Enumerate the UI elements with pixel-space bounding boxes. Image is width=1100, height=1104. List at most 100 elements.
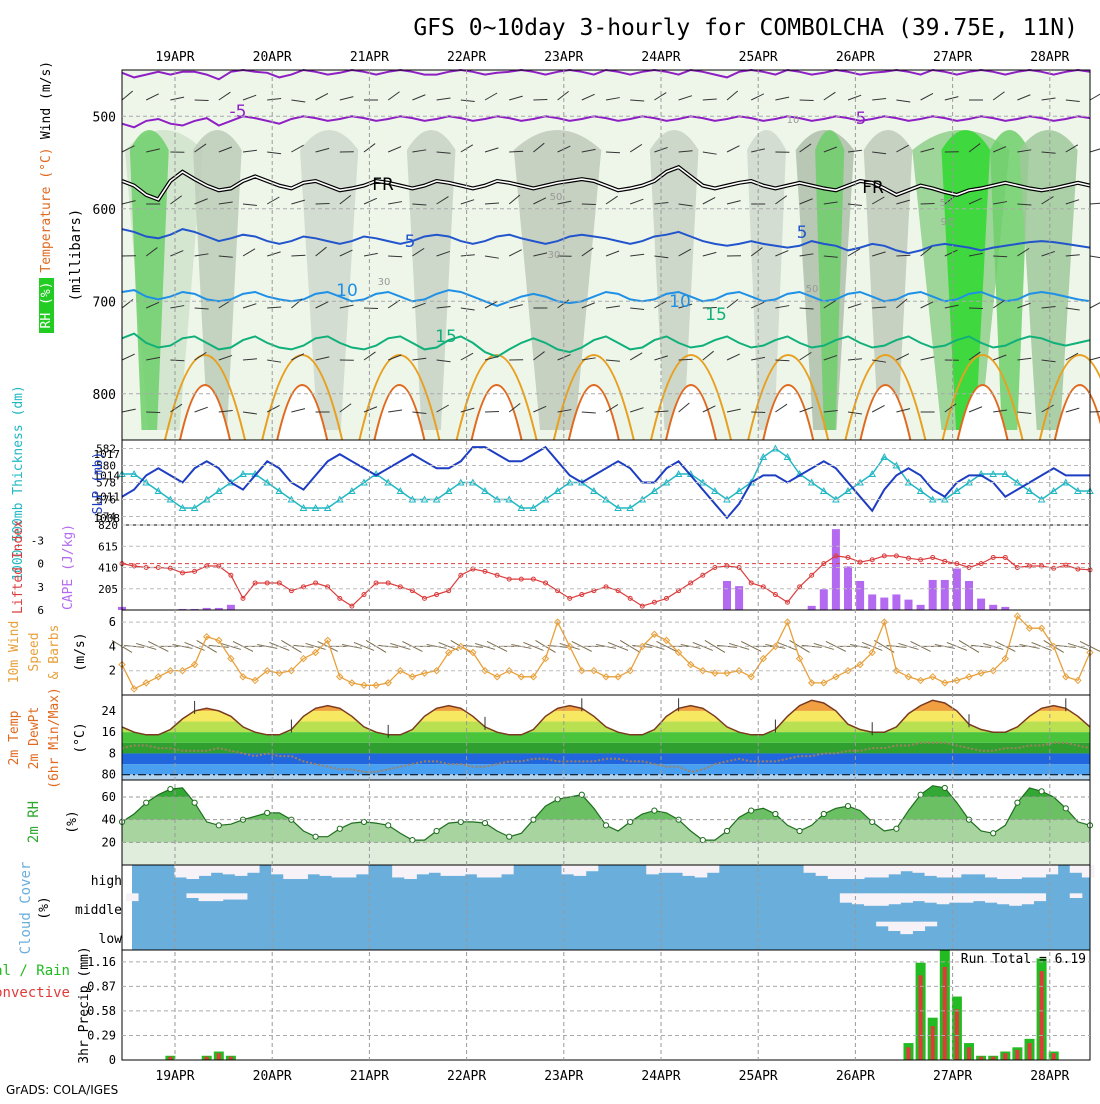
rh2m-label: 2m RH — [26, 801, 42, 843]
rh-point — [724, 828, 729, 833]
cloud-cell-high — [477, 865, 490, 877]
cloud-cell-high — [199, 865, 212, 876]
rh-point — [144, 800, 149, 805]
cloud-cell-high — [937, 865, 950, 877]
cloud-cell-high — [574, 865, 587, 876]
wind-barb-10m — [971, 645, 991, 647]
cloud-level-label: low — [99, 932, 123, 947]
cloud-cell-low — [876, 922, 889, 927]
cloud-cell-low — [912, 922, 925, 931]
precip-bar-convective — [907, 1047, 911, 1060]
cloud-cell-high — [428, 865, 441, 873]
cape-bar — [953, 569, 961, 610]
cape-bar — [880, 598, 888, 610]
contour-label: 50 — [550, 192, 563, 203]
cloud-cell-high — [1021, 865, 1034, 877]
wind-barb-10m — [790, 640, 810, 652]
cape-ytick: 410 — [98, 562, 118, 575]
cape-bar — [929, 580, 937, 610]
cape-bar — [227, 605, 235, 610]
cloud-cell-middle — [211, 893, 224, 901]
cloud-label: Cloud Cover — [18, 862, 34, 955]
rh-point — [507, 834, 512, 839]
precip-units-label: 3hr Precip (mm) — [77, 946, 92, 1063]
wind-speed-line — [122, 616, 1090, 689]
cloud-cell-high — [489, 865, 502, 877]
cloud-cell-middle — [1070, 893, 1083, 898]
cloud-cell-middle — [1009, 893, 1022, 905]
precip-bar-convective — [1028, 1043, 1032, 1060]
rh-point — [942, 785, 947, 790]
date-label-bottom: 20APR — [253, 1069, 292, 1084]
cloud-cell-middle — [1033, 893, 1046, 901]
cloud-cell-high — [174, 865, 187, 877]
rh-point — [265, 810, 270, 815]
cloud-cell-middle — [997, 893, 1010, 904]
cloud-cell-high — [416, 865, 429, 874]
cloud-cell-high — [876, 865, 889, 877]
date-label-top: 25APR — [739, 50, 778, 65]
rh-band — [122, 842, 1090, 865]
rh-point — [603, 823, 608, 828]
temp-band — [122, 753, 1090, 764]
contour-label: 5 — [797, 223, 808, 243]
cape-bar — [892, 594, 900, 610]
temp-band — [122, 711, 1090, 722]
wind10m-label: & Barbs — [47, 625, 62, 680]
date-label-bottom: 24APR — [641, 1069, 680, 1084]
precip-bar-convective — [1015, 1050, 1019, 1060]
cape-bar — [917, 605, 925, 610]
rh-ytick: 60 — [102, 790, 116, 804]
wind-barb-10m — [705, 640, 725, 652]
contour-label: 50 — [806, 284, 819, 295]
cloud-level-label: high — [91, 874, 122, 889]
precip-bar-convective — [943, 967, 947, 1060]
precip-bar-convective — [967, 1047, 971, 1060]
rh-point — [1015, 800, 1020, 805]
wind-barb-10m — [620, 640, 640, 652]
cloud-cell-high — [683, 865, 696, 876]
cloud-cell-middle — [912, 893, 925, 901]
temp2m-label: 2m Temp — [7, 710, 22, 765]
cloud-cell-high — [586, 865, 599, 871]
cloud-cell-middle — [126, 893, 139, 901]
precip-bar-convective — [979, 1057, 983, 1060]
contour-label: 10 — [669, 292, 691, 312]
date-label-top: 24APR — [641, 50, 680, 65]
date-label-bottom: 27APR — [933, 1069, 972, 1084]
cape-bar — [856, 581, 864, 610]
cloud-cell-high — [356, 865, 369, 874]
rh-point — [482, 820, 487, 825]
lifted-label: Lifted Index — [11, 520, 26, 614]
wind-barb — [1090, 356, 1100, 360]
rh-point — [821, 811, 826, 816]
precip-total-label: Total / Rain — [0, 963, 70, 979]
rh-point — [797, 828, 802, 833]
wind-barb — [1090, 301, 1100, 308]
temperature-label: Temperature (°C) — [39, 147, 54, 272]
lifted-ytick: -3 — [31, 534, 44, 547]
contour-label: 30 — [378, 277, 391, 288]
cloud-cell-middle — [925, 893, 938, 902]
cape-bar — [844, 566, 852, 610]
cloud-cell-middle — [1021, 893, 1034, 904]
rh-point — [168, 786, 173, 791]
cloud-cell-middle — [223, 893, 236, 899]
wind-barb-10m — [1056, 645, 1076, 647]
contour-label: 5 — [405, 232, 416, 252]
wind-label: Wind (m/s) — [39, 61, 54, 139]
precip-bar-convective — [955, 1009, 959, 1060]
temp-ytick: 80 — [102, 768, 116, 782]
wind10m-label: Speed — [27, 632, 42, 671]
cloud-cell-high — [271, 865, 284, 874]
wind-barb — [1090, 93, 1100, 100]
rh-point — [337, 826, 342, 831]
cloud-cell-high — [320, 865, 333, 876]
cloud-cell-high — [925, 865, 938, 876]
contour-label: 15 — [705, 305, 727, 325]
cloud-cell-middle — [888, 893, 901, 904]
lifted-ytick: 0 — [37, 558, 44, 571]
cloud-cell-high — [658, 865, 671, 873]
